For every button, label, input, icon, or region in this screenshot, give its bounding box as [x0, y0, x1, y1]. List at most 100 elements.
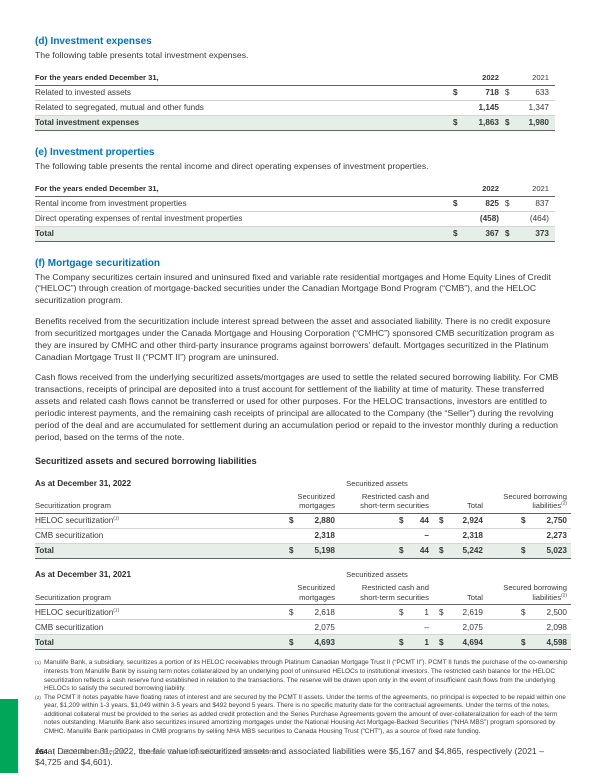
value-cell: $4,693 [270, 634, 335, 651]
value-cell: $2,618 [270, 604, 335, 621]
value-cell: $4,694 [428, 634, 484, 651]
value-cell: 2,098 [483, 619, 571, 636]
value: 2,619 [462, 607, 484, 617]
currency-symbol: $ [288, 607, 294, 617]
group-header: Securitized assets [346, 570, 408, 580]
currency-symbol: $ [505, 229, 510, 239]
footnote-ref: (2) [561, 501, 567, 507]
currency-symbol: $ [398, 637, 404, 647]
value: 2,618 [314, 607, 335, 617]
value: 2,318 [462, 531, 484, 541]
value-cell: $373 [499, 225, 555, 242]
value-cell: $2,619 [428, 604, 484, 621]
column-header: Total [428, 580, 483, 606]
value-cell: $5,242 [428, 542, 483, 559]
footnotes: (1) Manulife Bank, a subsidiary, securit… [35, 659, 571, 736]
value-cell: $5,198 [270, 542, 335, 559]
group-header-row: As at December 31, 2022 Securitized asse… [35, 476, 571, 489]
row-label: Total [35, 634, 271, 651]
currency-symbol: $ [521, 546, 526, 556]
table-row: HELOC securitization(1) $2,880 $44 $2,92… [35, 513, 571, 529]
value-cell: $2,750 [483, 513, 571, 529]
value: 1,863 [478, 118, 500, 128]
table-header-row: For the years ended December 31, 2022 20… [35, 181, 555, 197]
column-header: Securitization program [35, 488, 271, 514]
value-cell: $2,880 [270, 513, 335, 529]
column-header-2021: 2021 [499, 70, 555, 86]
column-header: Secured borrowing liabilities(2) [483, 488, 571, 514]
table-row: HELOC securitization(1) $2,618 $1 $2,619… [35, 604, 571, 621]
value-cell: – [334, 619, 429, 636]
value-cell: (464) [499, 211, 555, 227]
value: (458) [479, 214, 499, 224]
closing-paragraph: As at December 31, 2022, the fair value … [35, 745, 544, 768]
row-label: Total [35, 225, 445, 242]
row-label: Rental income from investment properties [35, 196, 445, 212]
currency-symbol: $ [288, 546, 294, 556]
currency-symbol: $ [453, 88, 458, 98]
value: 2,924 [462, 516, 484, 526]
paragraph: Cash flows received from the underlying … [35, 372, 559, 442]
value-cell: $1,980 [499, 114, 555, 131]
footer-separator: | [131, 747, 133, 756]
currency-symbol: $ [521, 607, 526, 617]
value: 5,023 [546, 546, 568, 556]
page-edge-tab [0, 699, 18, 773]
value-cell: 2,273 [483, 528, 571, 544]
row-label: HELOC securitization(1) [35, 513, 271, 529]
value: 44 [419, 516, 429, 526]
value-cell: 2,318 [428, 528, 484, 544]
value-cell: $5,023 [483, 542, 571, 559]
value: 2,318 [314, 531, 335, 541]
footnote: (1) Manulife Bank, a subsidiary, securit… [35, 659, 571, 693]
section-heading-f: (f) Mortgage securitization [35, 257, 161, 269]
value: – [424, 622, 429, 632]
value: 367 [485, 229, 499, 239]
footnote-marker: (2) [35, 695, 41, 701]
page-content: (d) Investment expenses The following ta… [35, 36, 571, 778]
value-cell: $2,500 [483, 604, 571, 621]
column-header-2021: 2021 [499, 181, 555, 197]
value-cell: – [334, 528, 429, 544]
footnote: (2) The PCMT II notes payable have float… [35, 694, 571, 737]
currency-symbol: $ [521, 637, 526, 647]
value-cell: $44 [334, 513, 429, 529]
group-spacer [483, 568, 571, 581]
column-header: Securitization program [35, 580, 271, 606]
value: 4,694 [462, 637, 484, 647]
value-cell: $1,863 [445, 114, 500, 131]
value: 1,347 [528, 103, 550, 113]
value: 4,598 [546, 637, 568, 647]
currency-symbol: $ [398, 546, 404, 556]
value-cell: $4,598 [483, 634, 571, 651]
row-label: Total investment expenses [35, 114, 445, 131]
value: 2,075 [462, 622, 484, 632]
value-cell: $825 [445, 196, 499, 212]
column-header-2022: 2022 [445, 181, 499, 197]
page-footer: 164 | 2022 Annual Report | Notes to Cons… [35, 747, 279, 756]
value: 2,500 [546, 607, 568, 617]
paragraph: Benefits received from the securitizatio… [35, 316, 555, 362]
section-e-intro: The following table presents the rental … [35, 160, 429, 171]
table-caption: For the years ended December 31, [35, 181, 445, 197]
row-label: Related to invested assets [35, 85, 445, 101]
group-header-row: As at December 31, 2021 Securitized asse… [35, 568, 571, 581]
column-header-2022: 2022 [445, 70, 499, 86]
value: 1,145 [478, 103, 500, 113]
row-label: Direct operating expenses of rental inve… [35, 211, 445, 227]
footnote-text: Manulife Bank, a subsidiary, securitizes… [44, 659, 568, 693]
table-caption: As at December 31, 2022 [35, 478, 132, 488]
value-cell: 2,075 [428, 619, 484, 636]
table-row: Rental income from investment properties… [35, 196, 555, 212]
column-header: Securitized mortgages [270, 580, 335, 606]
currency-symbol: $ [505, 88, 510, 98]
value-cell: $633 [499, 85, 555, 101]
value: – [424, 531, 429, 541]
currency-symbol: $ [398, 607, 404, 617]
value: 718 [485, 88, 499, 98]
value-cell: $2,924 [428, 513, 484, 529]
row-label: Total [35, 542, 271, 559]
value-cell: $1 [334, 634, 429, 651]
currency-symbol: $ [453, 118, 458, 128]
